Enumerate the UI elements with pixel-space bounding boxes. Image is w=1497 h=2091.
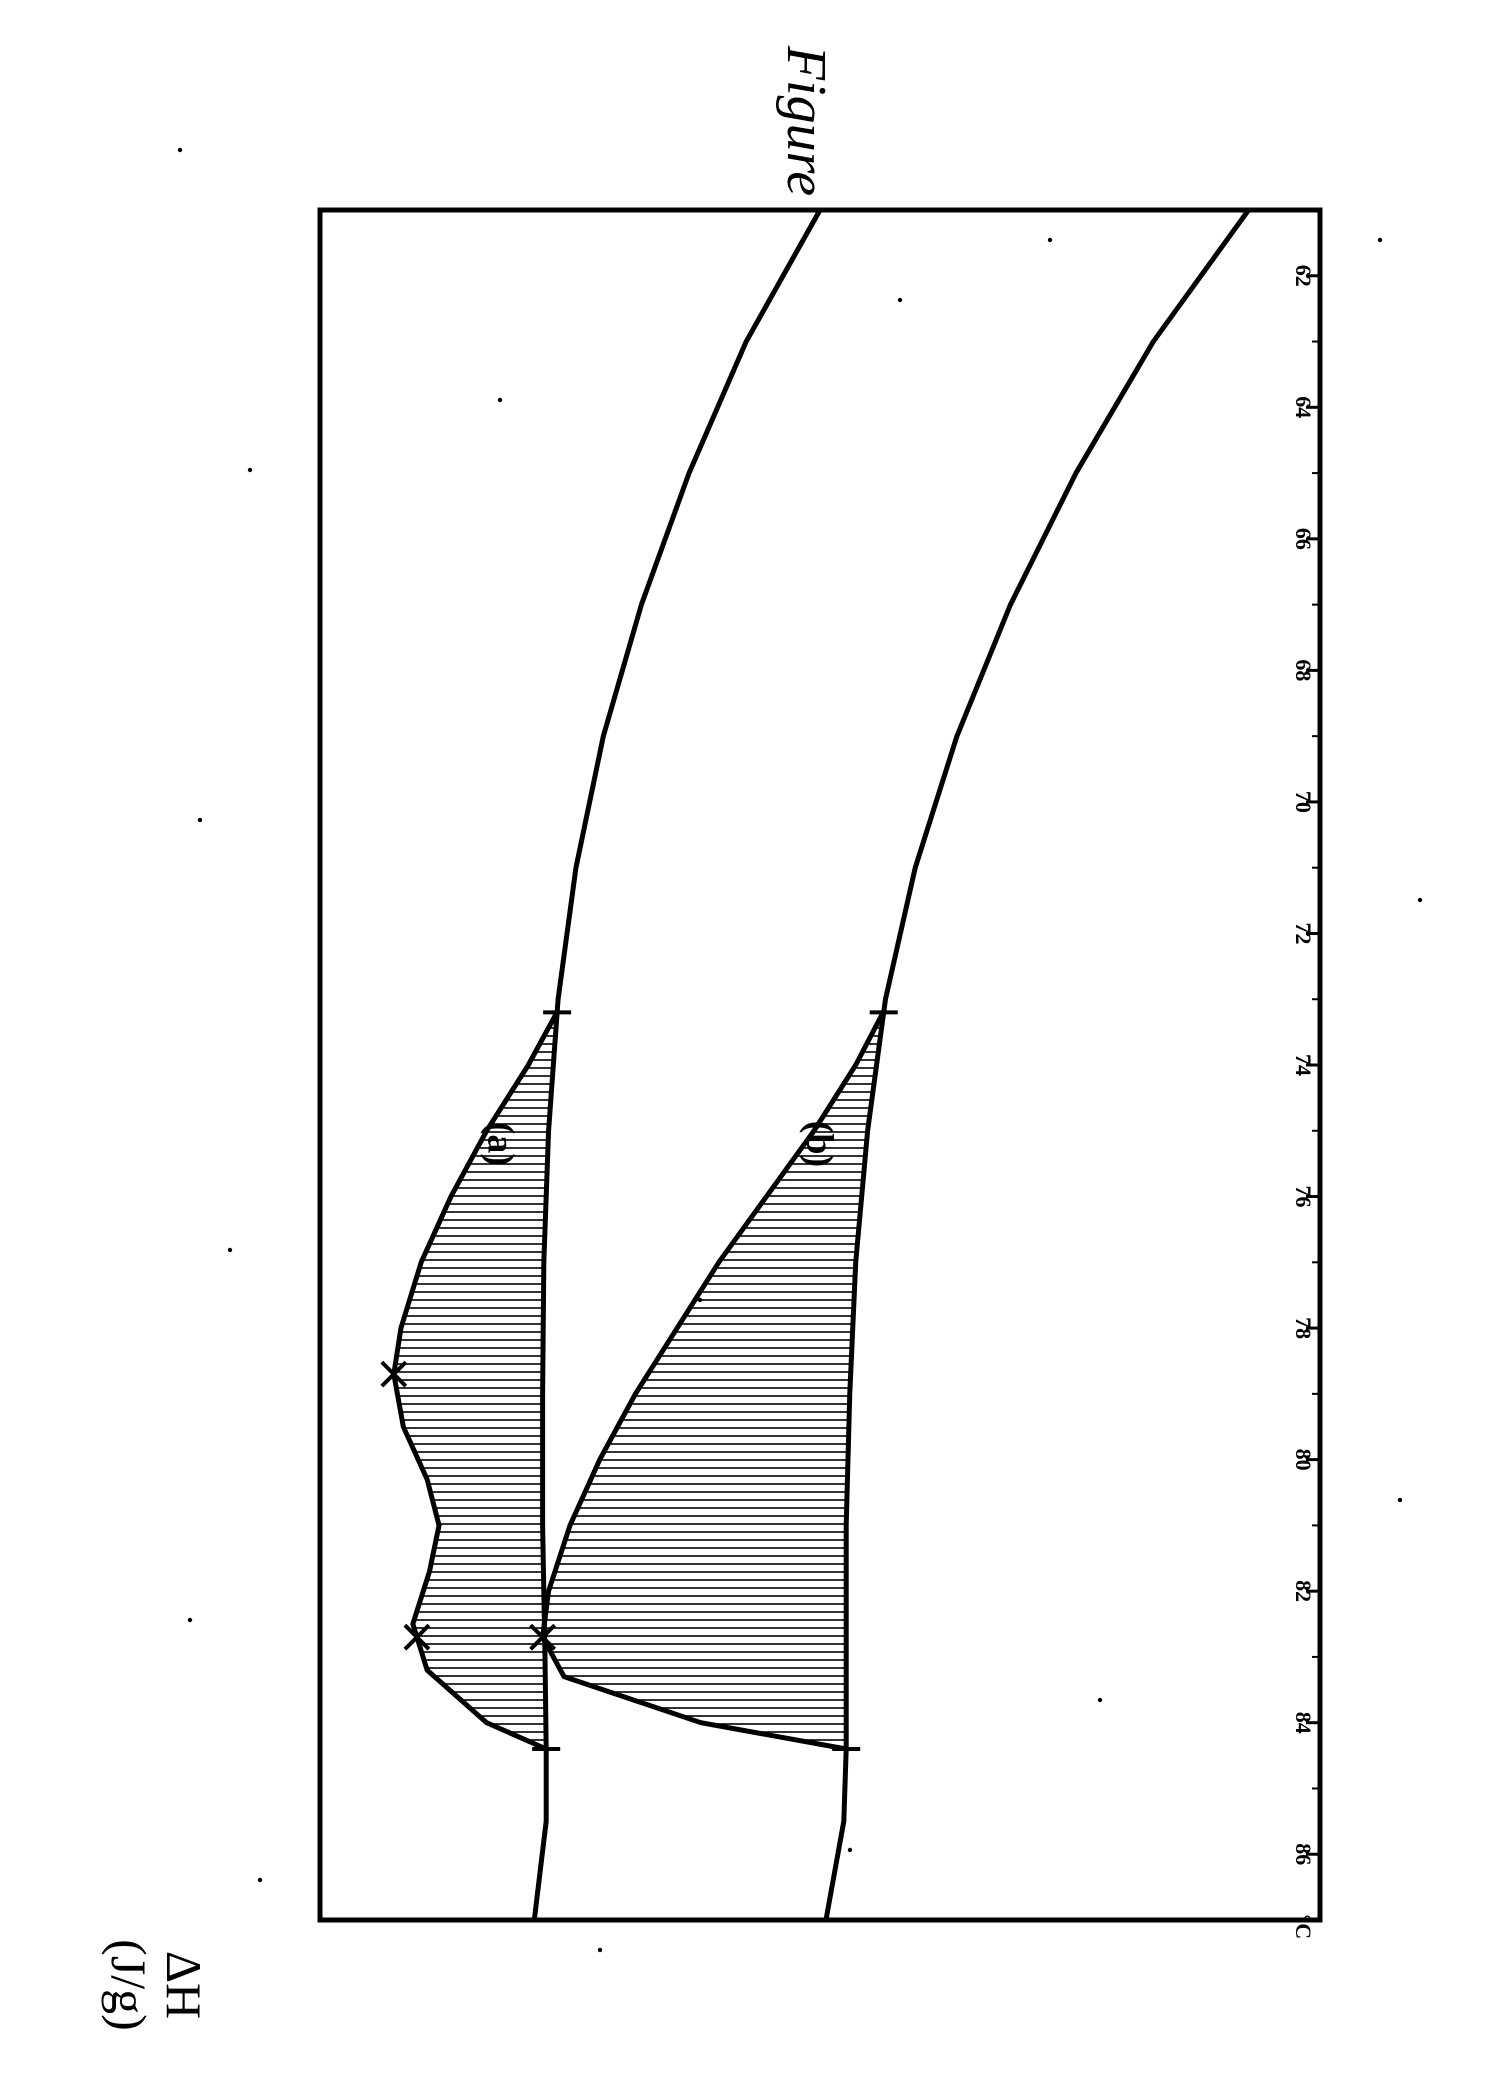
x-tick-label: 74	[1291, 1054, 1316, 1076]
scan-speck	[898, 298, 902, 302]
x-tick-label: 66	[1291, 528, 1316, 550]
x-tick-label: 80	[1291, 1449, 1316, 1471]
curve-a-label: (a)	[480, 1122, 522, 1166]
x-tick-label: 76	[1291, 1186, 1316, 1208]
x-tick-label: 72	[1291, 922, 1316, 944]
scan-speck	[1398, 1498, 1402, 1502]
scan-speck	[228, 1248, 232, 1252]
scan-speck	[258, 1878, 262, 1882]
x-tick-label: 78	[1291, 1317, 1316, 1339]
x-tick-label: 70	[1291, 791, 1316, 813]
scan-speck	[178, 148, 182, 152]
x-tick-label: 68	[1291, 659, 1316, 681]
x-tick-label: 64	[1291, 396, 1316, 418]
x-tick-label: 84	[1291, 1712, 1316, 1734]
scan-speck	[598, 1948, 602, 1952]
scan-speck	[1378, 238, 1382, 242]
scan-speck	[848, 1848, 852, 1852]
x-unit-label: °C	[1291, 1915, 1316, 1940]
scan-speck	[498, 398, 502, 402]
curve-b-label: (b)	[799, 1121, 841, 1167]
scan-speck	[1048, 238, 1052, 242]
dsc-chart: 62 64 66 68 70 72 74 76 78 80 82 84 86 °C (a) (b)	[0, 0, 1497, 2091]
scan-speck	[1418, 898, 1422, 902]
page: Figure 3 ΔH (J/g) 6264666870727476788082…	[0, 0, 1497, 2091]
scan-speck	[248, 468, 252, 472]
x-tick-label: 86	[1291, 1843, 1316, 1865]
scan-speck	[698, 1298, 702, 1302]
scan-speck	[198, 818, 202, 822]
scan-speck	[188, 1618, 192, 1622]
x-tick-label: 82	[1291, 1580, 1316, 1602]
scan-speck	[1098, 1698, 1102, 1702]
x-tick-label: 62	[1291, 265, 1316, 287]
